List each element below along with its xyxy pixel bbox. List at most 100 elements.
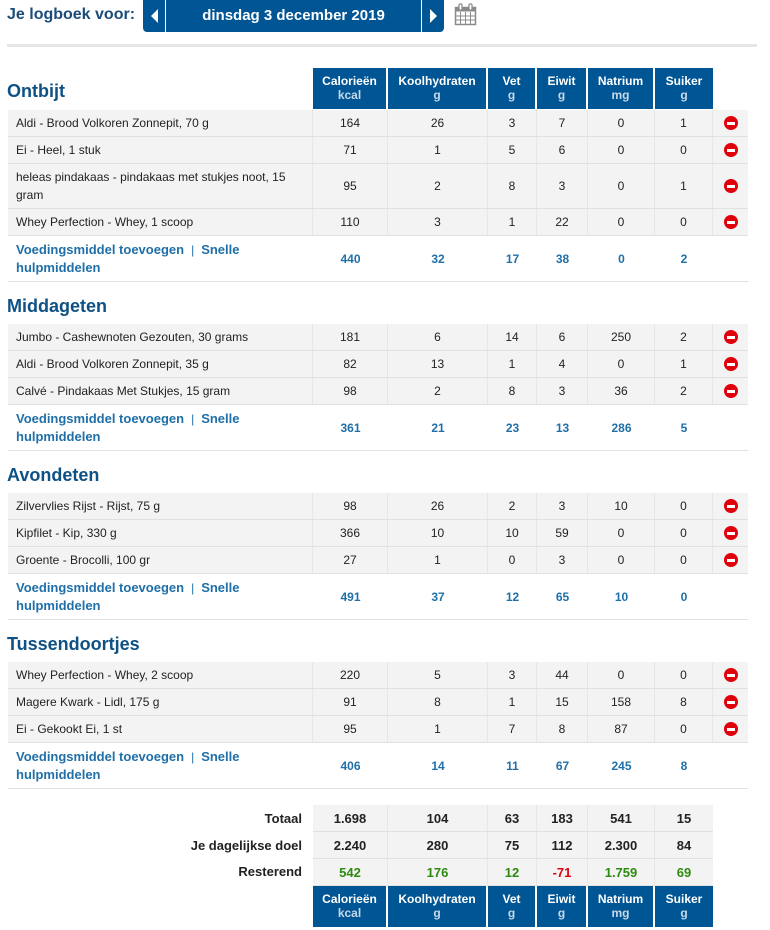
remove-icon[interactable]: [723, 143, 738, 157]
sugar-value: 2: [655, 378, 713, 404]
add-food-link[interactable]: Voedingsmiddel toevoegen: [16, 410, 185, 426]
sodium-value: 0: [588, 547, 655, 573]
total-fat: 11: [506, 758, 519, 773]
separator: |: [191, 580, 195, 595]
remove-icon[interactable]: [723, 722, 738, 736]
sodium-value: 250: [588, 324, 655, 350]
protein-value: 44: [537, 662, 588, 688]
quick-tools-link[interactable]: Snelle hulpmiddelen: [16, 241, 240, 275]
food-row: Kipfilet - Kip, 330 g 366 10 10 59 0 0: [8, 520, 748, 547]
food-name[interactable]: Aldi - Brood Volkoren Zonnepit, 35 g: [8, 351, 313, 377]
food-row: Ei - Heel, 1 stuk 71 1 5 6 0 0: [8, 137, 748, 164]
sugar-value: 0: [655, 662, 713, 688]
fat-value: 7: [488, 716, 537, 742]
food-name[interactable]: Kipfilet - Kip, 330 g: [8, 520, 313, 546]
total-sodium: 245: [611, 758, 632, 773]
carbs-value: 10: [388, 520, 488, 546]
sodium-value: 0: [588, 662, 655, 688]
total-sugar: 15: [676, 810, 692, 826]
calories-value: 181: [313, 324, 388, 350]
remove-icon[interactable]: [723, 384, 738, 398]
remove-icon[interactable]: [723, 357, 738, 371]
remove-icon[interactable]: [723, 668, 738, 682]
food-row: Ei - Gekookt Ei, 1 st 95 1 7 8 87 0: [8, 716, 748, 743]
add-food-link[interactable]: Voedingsmiddel toevoegen: [16, 241, 185, 257]
food-name[interactable]: Whey Perfection - Whey, 1 scoop: [8, 209, 313, 235]
total-fat: 12: [505, 589, 520, 604]
carbs-value: 26: [388, 493, 488, 519]
protein-value: 22: [537, 209, 588, 235]
column-header-calories: Calorieën kcal: [313, 886, 388, 927]
summary-row-goal: 2.240 280 75 112 2.300 84: [313, 832, 713, 859]
total-calories: 406: [340, 758, 361, 773]
carbs-value: 3: [388, 209, 488, 235]
previous-day-button[interactable]: [143, 0, 166, 32]
remove-icon[interactable]: [723, 179, 738, 193]
food-row: heleas pindakaas - pindakaas met stukjes…: [8, 164, 748, 209]
food-name[interactable]: Ei - Heel, 1 stuk: [8, 137, 313, 163]
food-name[interactable]: Whey Perfection - Whey, 2 scoop: [8, 662, 313, 688]
quick-tools-link[interactable]: Snelle hulpmiddelen: [16, 748, 240, 782]
sodium-value: 10: [588, 493, 655, 519]
food-name[interactable]: Aldi - Brood Volkoren Zonnepit, 70 g: [8, 110, 313, 136]
add-food-link[interactable]: Voedingsmiddel toevoegen: [16, 748, 185, 764]
remove-icon[interactable]: [723, 526, 738, 540]
food-name[interactable]: Calvé - Pindakaas Met Stukjes, 15 gram: [8, 378, 313, 404]
total-carbs: 37: [431, 589, 445, 604]
meal-total-row: Voedingsmiddel toevoegen | Snelle hulpmidd…: [8, 574, 748, 620]
total-protein: 13: [555, 420, 570, 435]
sodium-value: 0: [588, 351, 655, 377]
food-row: Whey Perfection - Whey, 1 scoop 110 3 1 …: [8, 209, 748, 236]
total-sodium: 541: [588, 805, 655, 831]
sugar-value: 0: [655, 493, 713, 519]
add-food-link[interactable]: Voedingsmiddel toevoegen: [16, 579, 185, 595]
remove-icon[interactable]: [723, 499, 738, 513]
column-header-sugar: Suiker g: [655, 886, 713, 927]
carbs-value: 2: [388, 164, 488, 208]
food-name[interactable]: Ei - Gekookt Ei, 1 st: [8, 716, 313, 742]
food-name[interactable]: Magere Kwark - Lidl, 175 g: [8, 689, 313, 715]
food-name[interactable]: heleas pindakaas - pindakaas met stukjes…: [8, 164, 313, 208]
total-calories: 1.698: [313, 805, 388, 831]
sugar-value: 8: [655, 689, 713, 715]
fat-value: 8: [488, 378, 537, 404]
remove-icon[interactable]: [723, 215, 738, 229]
food-name[interactable]: Jumbo - Cashewnoten Gezouten, 30 grams: [8, 324, 313, 350]
remove-icon[interactable]: [723, 695, 738, 709]
calories-value: 110: [313, 209, 388, 235]
divider: [7, 44, 757, 47]
remove-icon[interactable]: [723, 116, 738, 130]
food-row: Zilvervlies Rijst - Rijst, 75 g 98 26 2 …: [8, 493, 748, 520]
sugar-value: 0: [655, 547, 713, 573]
remove-icon[interactable]: [723, 330, 738, 344]
quick-tools-link[interactable]: Snelle hulpmiddelen: [16, 579, 240, 613]
remaining-sugar: 69: [676, 864, 692, 880]
summary-label-goal: Je dagelijkse doel: [190, 838, 302, 853]
column-header-sodium: Natrium mg: [588, 68, 655, 109]
food-name[interactable]: Groente - Brocolli, 100 gr: [8, 547, 313, 573]
separator: |: [191, 242, 195, 257]
calories-value: 220: [313, 662, 388, 688]
fat-value: 14: [488, 324, 537, 350]
column-header-calories: Calorieën kcal: [313, 68, 388, 109]
sodium-value: 0: [588, 110, 655, 136]
remaining-calories: 542: [313, 859, 388, 885]
sugar-value: 2: [655, 324, 713, 350]
protein-value: 6: [537, 324, 588, 350]
meal-title-breakfast: Ontbijt: [7, 81, 65, 101]
sugar-value: 1: [655, 164, 713, 208]
food-name[interactable]: Zilvervlies Rijst - Rijst, 75 g: [8, 493, 313, 519]
food-row: Calvé - Pindakaas Met Stukjes, 15 gram 9…: [8, 378, 748, 405]
column-header-fat: Vet g: [488, 68, 537, 109]
calories-value: 91: [313, 689, 388, 715]
remove-icon[interactable]: [723, 553, 738, 567]
quick-tools-link[interactable]: Snelle hulpmiddelen: [16, 410, 240, 444]
remaining-fat: 12: [488, 859, 537, 885]
fat-value: 2: [488, 493, 537, 519]
remaining-sodium: 1.759: [588, 859, 655, 885]
next-day-button[interactable]: [421, 0, 444, 32]
total-carbs: 104: [388, 805, 488, 831]
carbs-value: 13: [388, 351, 488, 377]
calendar-icon[interactable]: [454, 3, 477, 26]
carbs-value: 6: [388, 324, 488, 350]
